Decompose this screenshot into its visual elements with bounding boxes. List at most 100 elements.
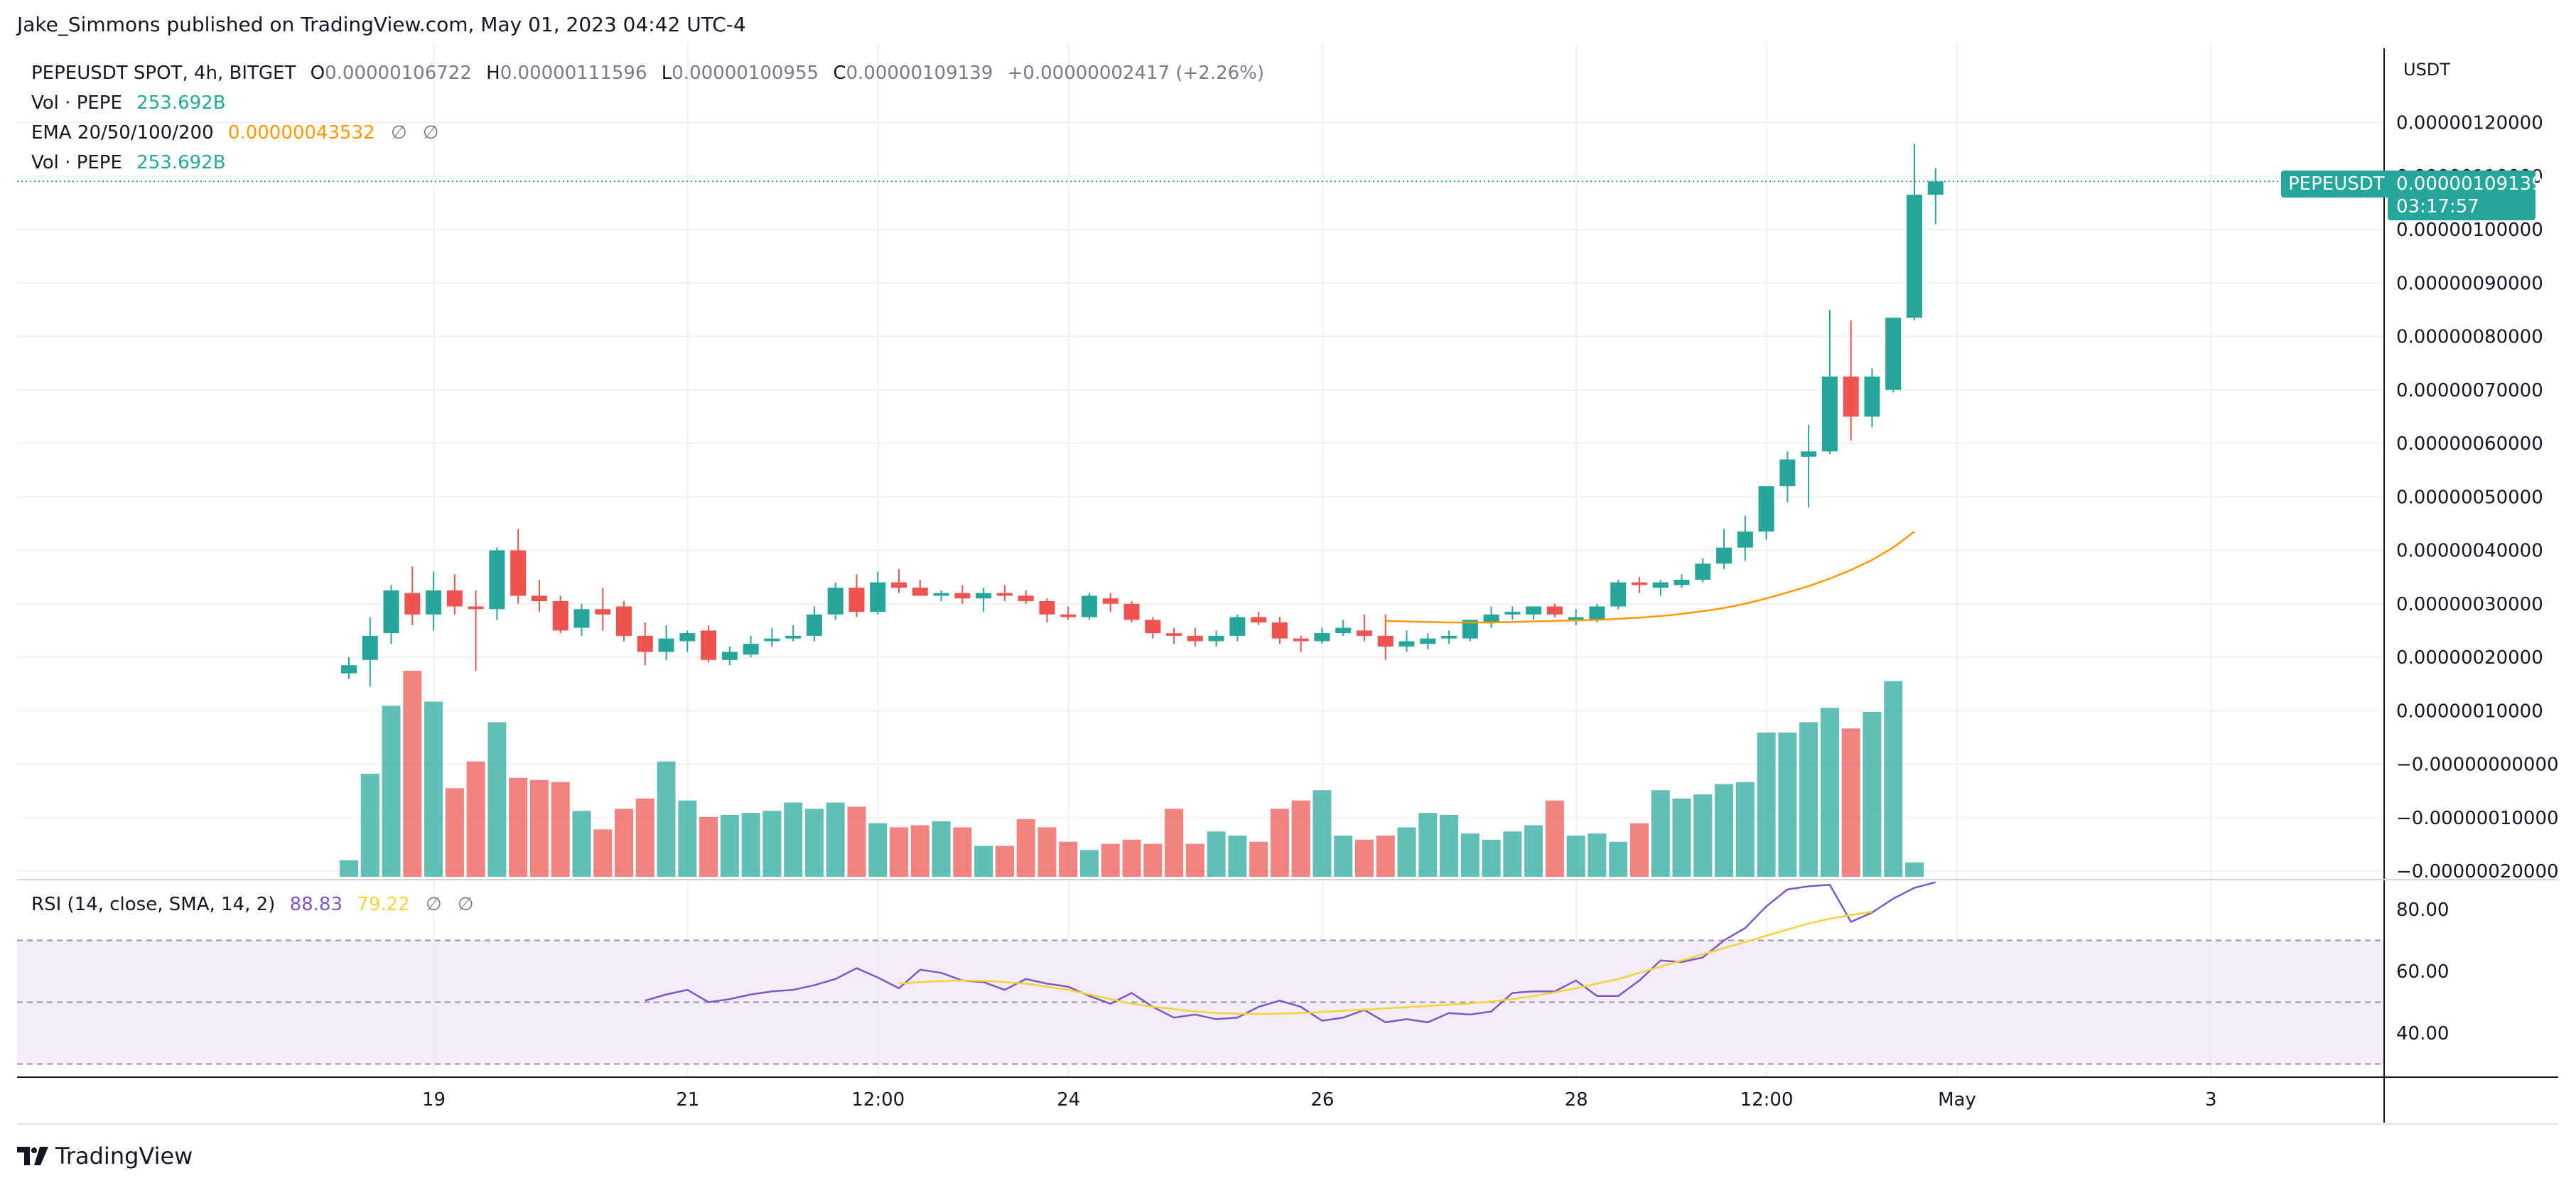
rsi-label[interactable]: RSI (14, close, SMA, 14, 2) — [31, 894, 276, 915]
volume-bar — [1079, 850, 1099, 877]
ema-na-icon-2: ∅ — [422, 122, 439, 144]
candle-body — [764, 638, 780, 642]
candle-body — [552, 600, 568, 631]
candle-body — [848, 588, 865, 612]
volume-value: 253.692B — [136, 92, 226, 114]
ema-label[interactable]: EMA 20/50/100/200 — [31, 122, 214, 144]
volume-bar — [1799, 722, 1818, 877]
candle-body — [996, 593, 1013, 596]
candle — [721, 646, 738, 666]
candle-body — [1420, 638, 1436, 644]
candle — [1420, 633, 1436, 649]
rsi-sma-value: 79.22 — [357, 894, 410, 915]
volume-bar — [784, 802, 803, 877]
candle-body — [1102, 598, 1119, 604]
candle — [1462, 620, 1478, 642]
ema-na-icon-1: ∅ — [390, 122, 407, 144]
axis-unit-label: USDT — [2403, 60, 2450, 80]
volume-bar — [1313, 790, 1332, 877]
price-tick-label: 0.00000100000 — [2396, 220, 2543, 241]
candle — [1145, 617, 1161, 639]
volume-bar — [1566, 836, 1585, 877]
candle — [1229, 614, 1246, 642]
candle-body — [1821, 376, 1838, 452]
candle-body — [1631, 582, 1647, 585]
candle — [1102, 593, 1119, 612]
price-tick-label: −0.00000010000 — [2396, 808, 2559, 829]
ema-legend: EMA 20/50/100/200 0.00000043532 ∅ ∅ — [31, 122, 439, 144]
rsi-value: 88.83 — [289, 894, 343, 915]
candle-body — [426, 590, 442, 615]
candle — [616, 600, 632, 642]
candle — [933, 590, 949, 601]
volume-bar — [1629, 823, 1649, 877]
candle-body — [658, 638, 674, 652]
candle-body — [1610, 582, 1627, 607]
volume-bar — [1185, 843, 1205, 877]
volume2-label[interactable]: Vol · PEPE — [31, 152, 122, 173]
price-axis: 0.000001200000.000001100000.000001000000… — [2396, 113, 2559, 1045]
candle-body — [446, 590, 463, 607]
candle-body — [701, 630, 717, 660]
volume-label[interactable]: Vol · PEPE — [31, 92, 122, 114]
candle-body — [468, 606, 484, 610]
time-tick-label: 3 — [2205, 1089, 2217, 1111]
volume-bar — [720, 815, 739, 877]
candle-body — [785, 635, 802, 639]
candle-body — [806, 614, 822, 636]
candle-body — [1123, 603, 1140, 620]
candle — [1251, 612, 1267, 625]
volume-bar — [466, 761, 485, 877]
symbol-label[interactable]: PEPEUSDT SPOT, 4h, BITGET — [31, 63, 296, 84]
candle-body — [1039, 600, 1055, 615]
candle-body — [827, 588, 844, 615]
tradingview-logo[interactable]: TradingView — [17, 1143, 193, 1170]
candle-body — [1737, 531, 1753, 548]
volume-bar — [1715, 784, 1734, 877]
time-tick-label: May — [1938, 1089, 1976, 1111]
candle — [1568, 609, 1584, 625]
candle — [1695, 558, 1711, 583]
candle-body — [1335, 627, 1352, 634]
candle-body — [1356, 630, 1372, 636]
candle — [531, 579, 547, 612]
candle — [637, 622, 653, 666]
candle-body — [404, 593, 421, 615]
volume-bar — [1820, 708, 1839, 877]
rsi-tick-label: 40.00 — [2396, 1023, 2449, 1044]
candle-body — [362, 635, 378, 660]
candle — [1885, 318, 1902, 393]
candle — [552, 595, 568, 634]
volume-bar — [1651, 790, 1670, 877]
volume-bar — [1059, 841, 1078, 877]
candle-body — [1166, 633, 1182, 636]
volume-bar — [826, 802, 845, 877]
volume-bar — [974, 846, 993, 877]
volume-bar — [1334, 836, 1353, 877]
candle — [1399, 630, 1415, 652]
time-axis: 19 21 12:00 24 26 28 12:00 May 3 — [422, 1089, 2217, 1111]
candle-body — [1801, 451, 1817, 457]
candle — [446, 574, 463, 615]
volume-bar — [932, 821, 951, 877]
volume-bar — [1693, 794, 1713, 877]
volume-bar — [445, 788, 464, 877]
last-price-tag: 0.00000109139 03:17:57 — [2388, 171, 2543, 220]
candle-body — [1251, 617, 1267, 623]
candle-body — [1081, 595, 1097, 617]
volume-bar — [1588, 833, 1607, 877]
volume-bar — [995, 846, 1014, 877]
candle-body — [1906, 195, 1922, 318]
volume-bar — [657, 761, 676, 877]
change-value: +0.00000002417 (+2.26%) — [1007, 63, 1265, 84]
candle-body — [1927, 181, 1944, 195]
candle — [1018, 590, 1034, 604]
candle — [383, 585, 399, 644]
candle — [468, 590, 484, 671]
candle — [595, 588, 611, 631]
candle — [1123, 600, 1140, 623]
volume-bar — [635, 798, 654, 877]
rsi-pane — [17, 881, 2384, 1065]
candle-body — [1441, 635, 1457, 639]
